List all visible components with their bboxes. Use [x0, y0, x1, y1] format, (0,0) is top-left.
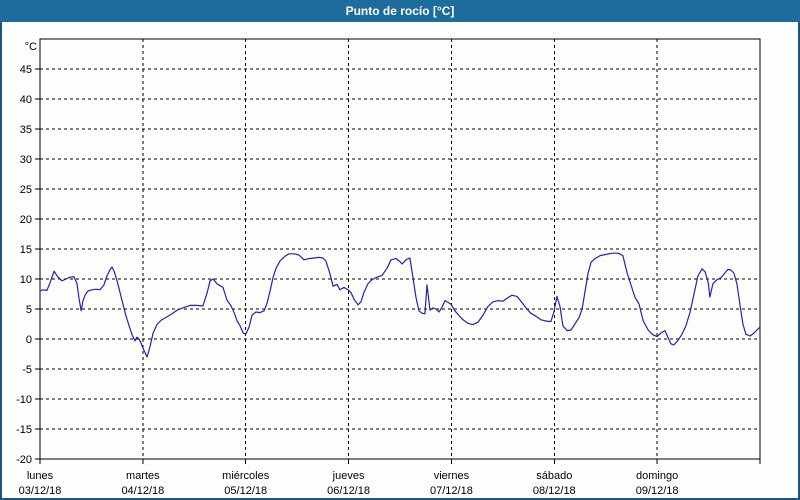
series-line-dew-point — [39, 252, 761, 358]
y-tick-label: 25 — [20, 184, 32, 196]
x-day-name-label: domingo — [636, 470, 678, 482]
y-tick-label: 45 — [20, 64, 32, 76]
x-day-name-label: viernes — [434, 470, 470, 482]
x-day-date-label: 06/12/18 — [327, 485, 370, 497]
x-day-date-label: 05/12/18 — [224, 485, 267, 497]
y-tick-label: 5 — [26, 304, 32, 316]
y-tick-label: -10 — [16, 394, 32, 406]
y-tick-label: -20 — [16, 454, 32, 466]
y-tick-label: 0 — [26, 334, 32, 346]
y-tick-label: 40 — [20, 94, 32, 106]
window-title: Punto de rocío [°C] — [345, 4, 455, 18]
y-tick-label: 35 — [20, 124, 32, 136]
x-day-date-label: 09/12/18 — [636, 485, 679, 497]
y-axis-unit-label: °C — [25, 41, 37, 53]
x-day-date-label: 08/12/18 — [533, 485, 576, 497]
x-day-name-label: lunes — [27, 470, 54, 482]
x-day-date-label: 03/12/18 — [19, 485, 62, 497]
x-day-name-label: jueves — [332, 470, 365, 482]
y-tick-label: -5 — [22, 364, 32, 376]
plot-frame — [39, 38, 761, 460]
x-day-name-label: miércoles — [222, 470, 270, 482]
x-day-name-label: martes — [126, 470, 160, 482]
x-day-name-label: sábado — [536, 470, 572, 482]
x-day-date-label: 07/12/18 — [430, 485, 473, 497]
title-bar: Punto de rocío [°C] — [0, 0, 800, 22]
y-tick-label: 15 — [20, 244, 32, 256]
x-day-date-label: 04/12/18 — [121, 485, 164, 497]
y-tick-label: 20 — [20, 214, 32, 226]
y-tick-label: 10 — [20, 274, 32, 286]
y-tick-label: -15 — [16, 424, 32, 436]
y-tick-label: 30 — [20, 154, 32, 166]
